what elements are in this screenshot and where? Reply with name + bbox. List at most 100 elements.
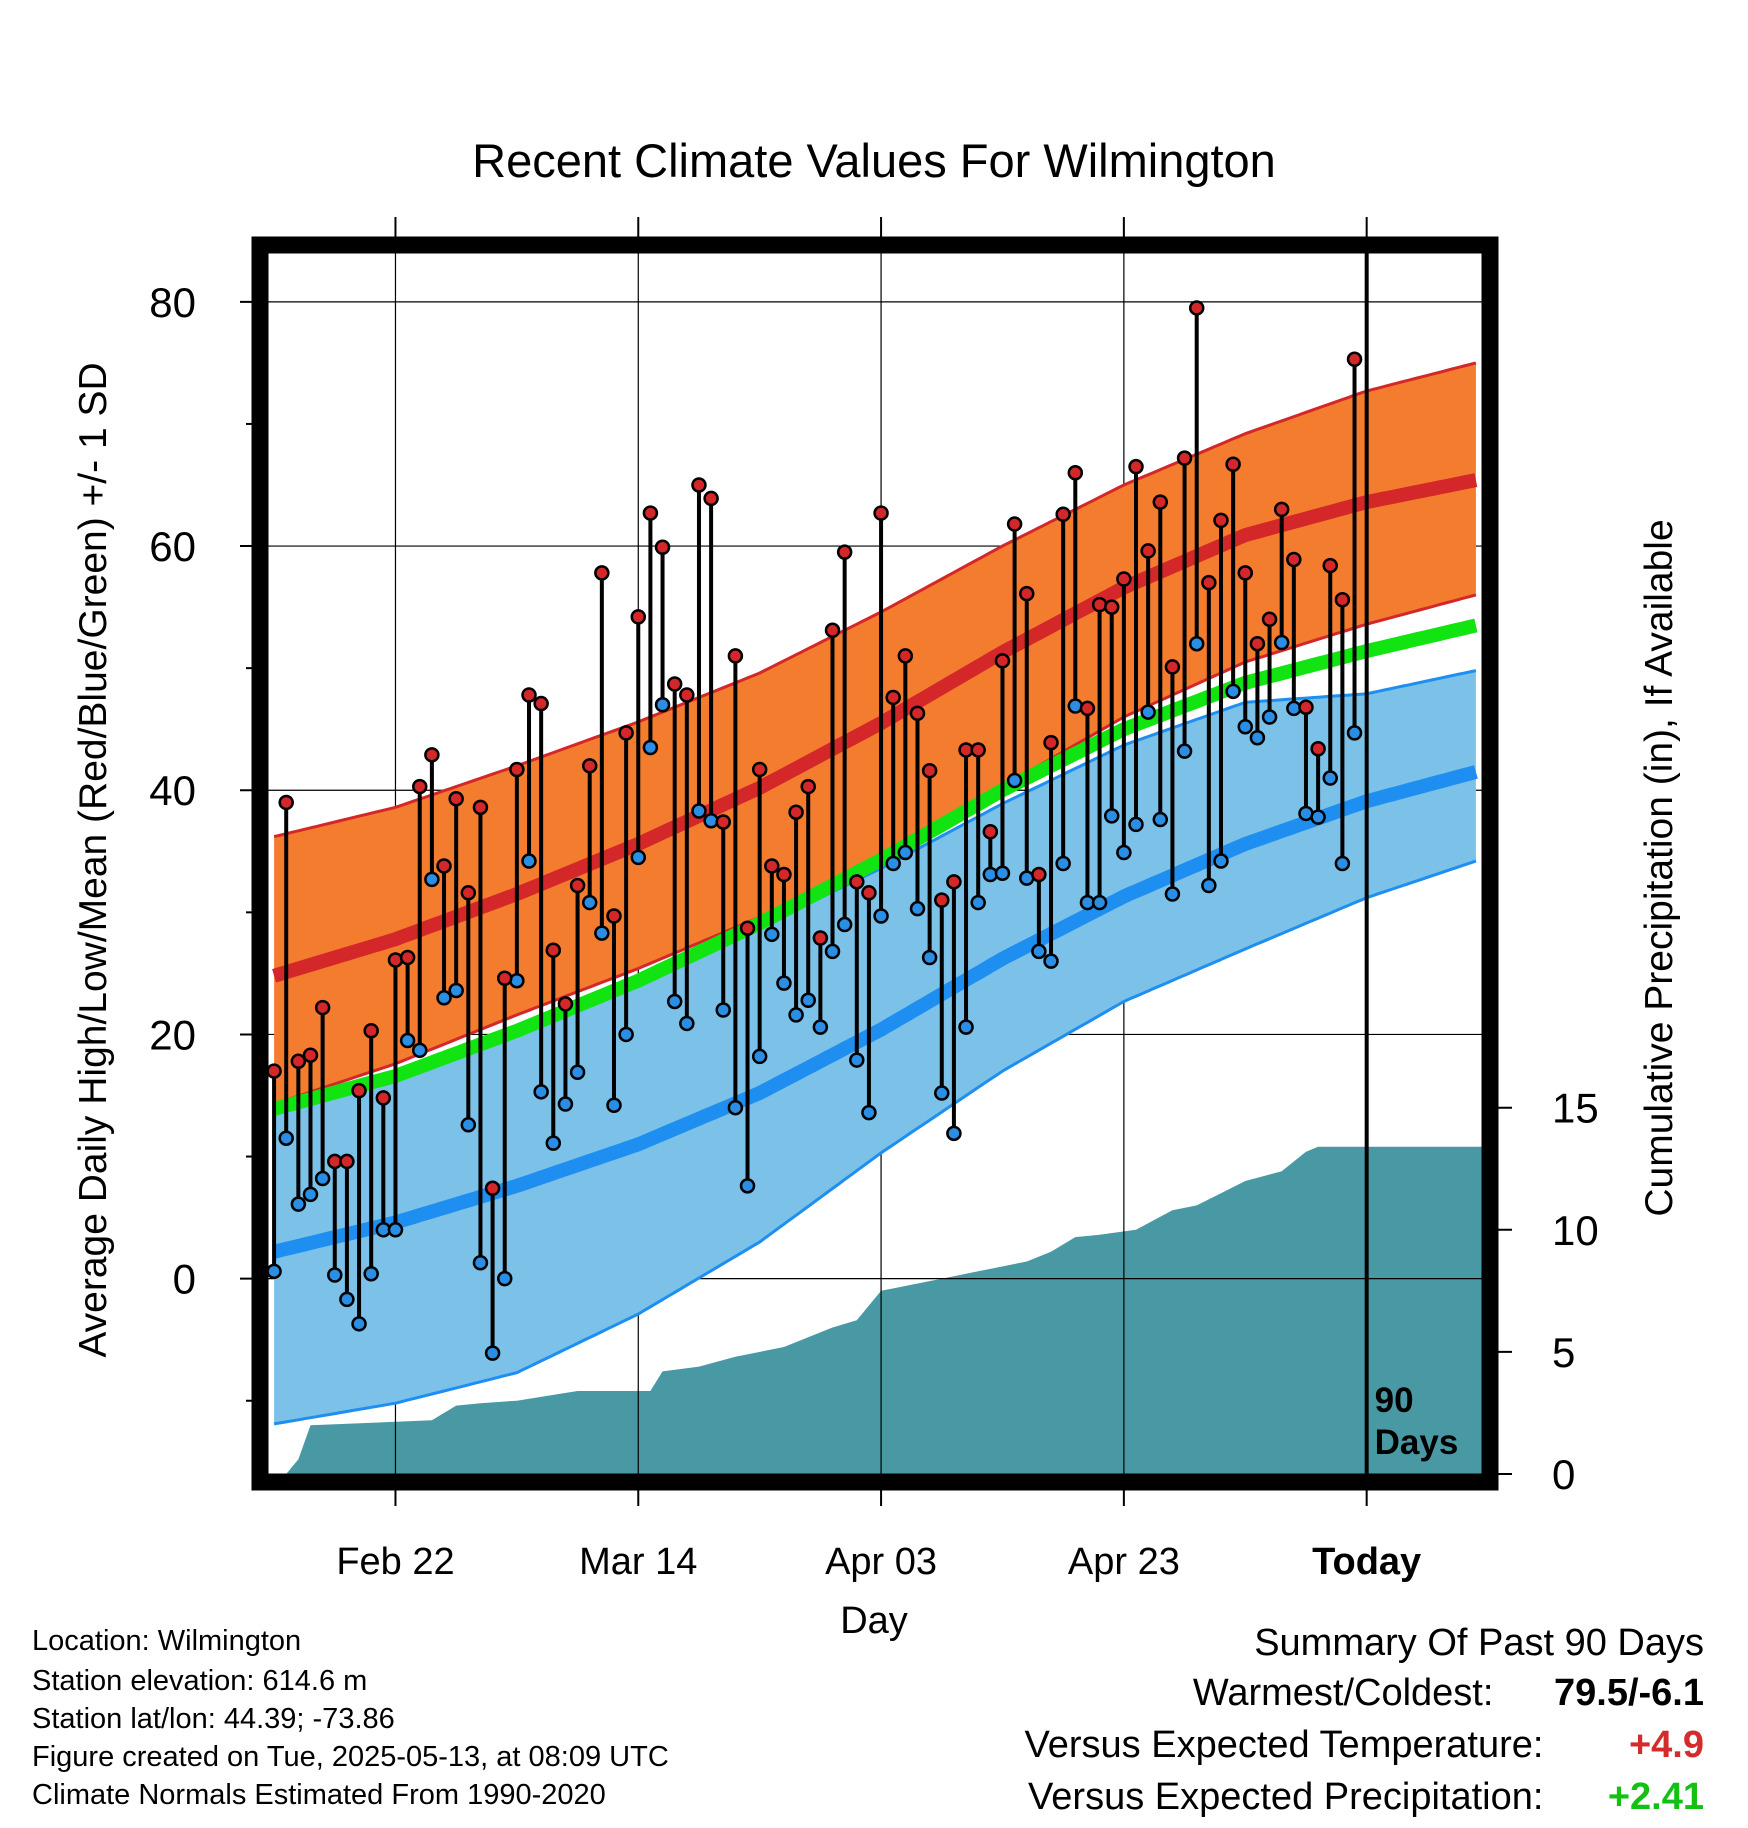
daily-high-point <box>618 725 634 741</box>
daily-low-point <box>1261 709 1278 725</box>
daily-high-point <box>1091 596 1108 613</box>
daily-high-point <box>1261 611 1278 628</box>
daily-low-point <box>448 982 464 999</box>
daily-low-point <box>630 849 647 866</box>
daily-high-point <box>460 885 477 901</box>
daily-low-point <box>290 1196 307 1212</box>
daily-low-point <box>496 1270 513 1287</box>
daily-high-point <box>1273 501 1290 518</box>
daily-high-point <box>885 689 901 706</box>
y-axis-label: Average Daily High/Low/Mean (Red/Blue/Gr… <box>72 362 115 1357</box>
daily-high-point <box>1103 599 1120 615</box>
daily-high-point <box>788 804 804 820</box>
daily-low-point <box>800 992 816 1009</box>
daily-low-point <box>909 900 926 917</box>
daily-high-point <box>1237 565 1254 581</box>
y-tick-label: 80 <box>149 279 196 326</box>
daily-low-point <box>594 925 610 941</box>
precip-anomaly-value: +2.41 <box>1607 1776 1704 1818</box>
daily-high-point <box>351 1082 367 1099</box>
daily-high-point <box>1225 456 1241 472</box>
daily-high-point <box>1140 543 1156 559</box>
daily-low-point <box>776 975 792 991</box>
daily-high-point <box>861 885 877 901</box>
temp-anomaly-label: Versus Expected Temperature: <box>1024 1724 1544 1766</box>
daily-low-point <box>351 1316 367 1332</box>
daily-high-point <box>594 565 610 581</box>
footer-created: Figure created on Tue, 2025-05-13, at 08… <box>32 1741 669 1773</box>
daily-high-point <box>921 762 938 779</box>
daily-low-point <box>521 853 537 869</box>
daily-low-point <box>1043 953 1059 969</box>
daily-high-point <box>1286 551 1302 568</box>
daily-high-point <box>1079 700 1096 717</box>
footer-latlon: Station lat/lon: 44.39; -73.86 <box>32 1703 395 1735</box>
daily-low-point <box>1116 844 1132 861</box>
daily-high-point <box>412 778 428 795</box>
daily-low-point <box>1006 772 1023 789</box>
daily-high-point <box>679 687 695 703</box>
daily-low-point <box>436 990 452 1006</box>
daily-low-point <box>861 1104 877 1121</box>
low-normal-line <box>272 765 1478 1259</box>
y-tick-label: 20 <box>149 1011 196 1058</box>
daily-low-point <box>314 1170 331 1187</box>
daily-low-point <box>788 1007 804 1023</box>
daily-high-point <box>751 761 768 778</box>
daily-high-point <box>569 877 586 894</box>
summary-precip-anomaly: Versus Expected Precipitation: +2.41 <box>1028 1776 1704 1819</box>
daily-high-point <box>581 758 598 774</box>
daily-low-point <box>873 908 889 924</box>
daily-high-point <box>290 1053 307 1070</box>
daily-low-point <box>1188 635 1205 652</box>
daily-low-point <box>715 1002 731 1018</box>
daily-high-point <box>278 794 294 811</box>
daily-low-point <box>1164 886 1181 902</box>
daily-high-point <box>666 676 683 692</box>
footer-elevation: Station elevation: 614.6 m <box>32 1665 368 1697</box>
daily-low-point <box>727 1099 744 1116</box>
daily-low-point <box>545 1135 562 1151</box>
daily-high-point <box>448 791 464 807</box>
daily-high-point <box>1164 659 1181 675</box>
daily-high-point <box>1055 506 1071 523</box>
daily-high-point <box>946 874 962 890</box>
daily-low-point <box>569 1064 586 1081</box>
daily-high-point <box>339 1153 355 1170</box>
daily-high-point <box>509 761 525 778</box>
daily-low-point <box>1067 698 1084 714</box>
daily-high-point <box>375 1090 392 1106</box>
daily-high-point <box>606 908 622 924</box>
daily-low-point <box>460 1117 477 1133</box>
daily-high-point <box>982 824 999 840</box>
daily-low-point <box>424 871 440 888</box>
daily-high-point <box>424 747 440 763</box>
daily-low-point <box>1031 943 1047 960</box>
daily-high-point <box>436 858 452 874</box>
daily-high-point <box>1310 740 1326 757</box>
daily-low-point <box>1249 729 1266 746</box>
daily-high-point <box>824 622 841 639</box>
daily-low-point <box>751 1048 768 1065</box>
daily-low-point <box>994 865 1011 882</box>
daily-high-point <box>484 1180 501 1197</box>
daily-high-point <box>849 874 865 890</box>
daily-high-point <box>1116 571 1132 587</box>
axes-layer: 0 20 40 60 80 0 5 10 15 Feb 22 Mar 14 Apr 03 Apr 23 T… <box>149 217 1599 1583</box>
daily-low-point <box>1176 743 1193 759</box>
daily-high-point <box>703 490 719 507</box>
daily-high-point <box>387 952 404 968</box>
precip-layer <box>268 1146 1482 1474</box>
daily-low-point <box>1213 853 1229 869</box>
daily-low-point <box>302 1186 319 1203</box>
daily-low-point <box>739 1178 756 1194</box>
low-sd-band <box>274 670 1476 1424</box>
daily-high-point <box>302 1047 319 1063</box>
daily-low-point <box>679 1015 695 1032</box>
daily-low-point <box>1237 718 1254 735</box>
daily-high-point <box>1334 592 1351 608</box>
high-normal-line <box>272 473 1478 983</box>
y2-tick-label: 15 <box>1552 1085 1599 1132</box>
daily-low-point <box>533 1084 549 1100</box>
daily-low-point <box>836 916 853 933</box>
